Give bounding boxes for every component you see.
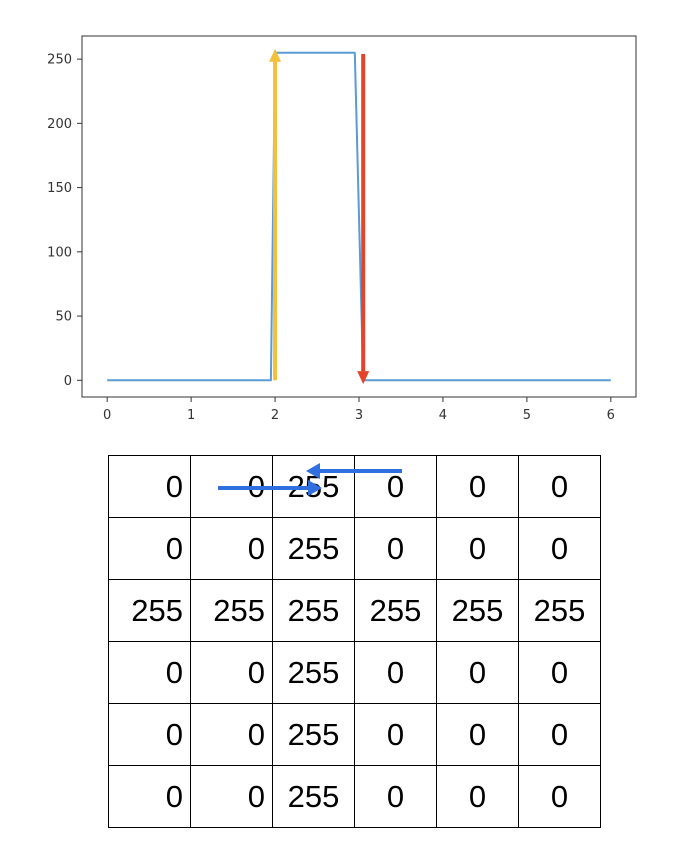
table-cell: 0 xyxy=(190,517,273,580)
table-cell: 0 xyxy=(518,455,601,518)
table-row: 0 0 255 0 0 0 xyxy=(108,703,601,766)
x-tick-label-5: 5 xyxy=(523,408,531,423)
table-cell: 0 xyxy=(518,765,601,828)
table-cell: 0 xyxy=(354,517,437,580)
y-tick-label-3: 150 xyxy=(47,181,72,196)
table-cell: 255 xyxy=(272,517,355,580)
table-row: 0 0 255 0 0 0 xyxy=(108,765,601,828)
x-tick-label-0: 0 xyxy=(103,408,111,423)
table-cell: 255 xyxy=(436,579,519,642)
table-cell: 0 xyxy=(108,703,191,766)
table-cell: 0 xyxy=(518,517,601,580)
table-cell: 0 xyxy=(436,703,519,766)
y-tick-label-2: 100 xyxy=(47,245,72,260)
table-cell: 0 xyxy=(354,703,437,766)
table-cell: 0 xyxy=(108,641,191,704)
x-tick-label-6: 6 xyxy=(607,408,615,423)
table-cell: 0 xyxy=(190,641,273,704)
table-cell: 255 xyxy=(272,703,355,766)
x-tick-label-4: 4 xyxy=(439,408,447,423)
table-cell: 0 xyxy=(354,455,437,518)
table-cell: 0 xyxy=(518,703,601,766)
table-cell: 0 xyxy=(436,765,519,828)
table-cell: 255 xyxy=(518,579,601,642)
table-cell: 0 xyxy=(354,765,437,828)
table-cell: 0 xyxy=(436,641,519,704)
table-cell: 0 xyxy=(190,455,273,518)
table-cell: 255 xyxy=(190,579,273,642)
table-row: 255 255 255 255 255 255 xyxy=(108,579,601,642)
table-row: 0 0 255 0 0 0 xyxy=(108,455,601,518)
table-cell: 0 xyxy=(108,765,191,828)
x-tick-label-2: 2 xyxy=(271,408,279,423)
table-cell: 0 xyxy=(436,517,519,580)
pixel-matrix: 0 0 255 0 0 0 0 0 255 0 0 0 255 255 255 255 255 255 0 0 255 0… xyxy=(108,455,601,828)
table-cell: 0 xyxy=(190,765,273,828)
y-tick-label-5: 250 xyxy=(47,53,72,68)
annotation-arrow-head-1 xyxy=(357,371,370,385)
y-tick-label-0: 0 xyxy=(64,374,72,389)
table-cell: 255 xyxy=(272,641,355,704)
series-line-0 xyxy=(107,51,611,382)
pixel-table: 0 0 255 0 0 0 0 0 255 0 0 0 255 255 255 255 255 255 0 0 255 0… xyxy=(108,455,601,828)
x-tick-label-1: 1 xyxy=(187,408,195,423)
table-cell: 0 xyxy=(518,641,601,704)
table-cell: 0 xyxy=(108,517,191,580)
table-cell: 255 xyxy=(272,455,355,518)
table-cell: 0 xyxy=(108,455,191,518)
chart-marks: 0 1 2 3 4 5 6 0 50 100 150 200 250 xyxy=(47,35,637,423)
line-chart: 0 1 2 3 4 5 6 0 50 100 150 200 250 xyxy=(47,35,637,423)
annotation-arrow-head-0 xyxy=(269,48,282,62)
table-cell: 0 xyxy=(190,703,273,766)
table-row: 0 0 255 0 0 0 xyxy=(108,641,601,704)
table-cell: 255 xyxy=(108,579,191,642)
table-cell: 255 xyxy=(354,579,437,642)
table-row: 0 0 255 0 0 0 xyxy=(108,517,601,580)
y-tick-label-1: 50 xyxy=(55,310,72,325)
y-tick-label-4: 200 xyxy=(47,117,72,132)
table-cell: 255 xyxy=(272,765,355,828)
table-cell: 0 xyxy=(436,455,519,518)
x-tick-label-3: 3 xyxy=(355,408,363,423)
table-cell: 0 xyxy=(354,641,437,704)
table-cell: 255 xyxy=(272,579,355,642)
